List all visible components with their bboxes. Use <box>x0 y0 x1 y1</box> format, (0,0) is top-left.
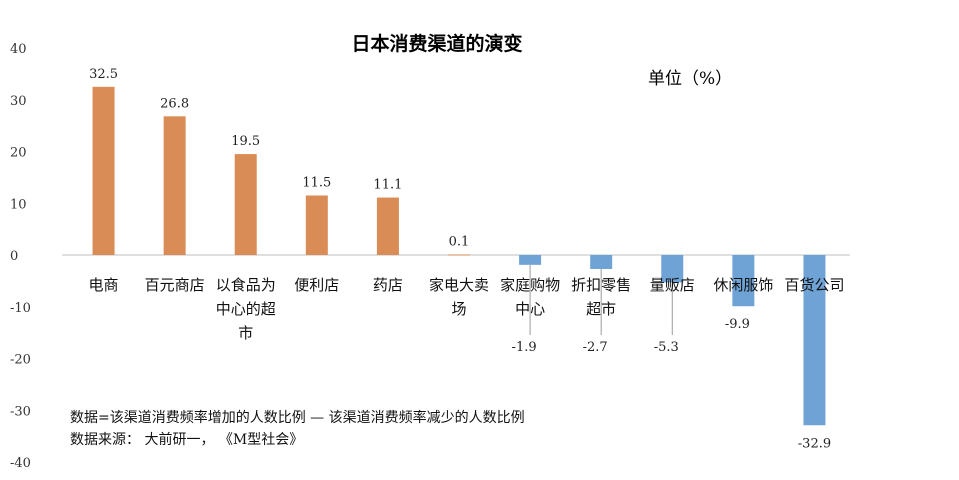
bar <box>448 254 470 256</box>
category-label: 百元商店 <box>145 276 205 294</box>
category-label: 市 <box>238 324 253 342</box>
bar <box>305 195 328 255</box>
value-label: -9.9 <box>725 317 750 332</box>
value-label: 32.5 <box>89 67 118 82</box>
value-label: -2.7 <box>583 340 608 355</box>
y-tick-label: 20 <box>10 146 27 161</box>
unit-label: 单位（%） <box>648 69 732 89</box>
note-source: 数据来源： 大前研一， 《M型社会》 <box>70 431 303 448</box>
y-tick-label: 0 <box>10 249 18 264</box>
category-label: 电商 <box>89 276 119 294</box>
category-label: 量贩店 <box>650 276 695 294</box>
bar <box>163 116 186 255</box>
bar <box>732 255 755 307</box>
bar <box>803 255 826 426</box>
value-labels: 32.5 26.8 19.5 11.5 11.1 0.1 -1.9 -2.7 -5.3 -9.9 -… <box>89 67 831 451</box>
y-tick-label: 40 <box>10 42 27 57</box>
bars <box>92 86 826 426</box>
value-label: -32.9 <box>798 436 831 451</box>
bar <box>519 255 542 265</box>
category-label: 药店 <box>373 276 403 294</box>
bar <box>376 197 399 255</box>
y-tick-label: -30 <box>10 404 31 419</box>
value-label: 11.1 <box>373 178 402 193</box>
y-axis-ticks: -40 -30 -20 -10 0 10 20 30 40 <box>10 42 31 471</box>
category-label: 家电大卖 <box>429 276 489 294</box>
value-label: 0.1 <box>449 234 470 249</box>
bar <box>590 255 613 269</box>
category-label: 百货公司 <box>784 276 844 294</box>
bar <box>92 86 115 255</box>
y-tick-label: -20 <box>10 353 31 368</box>
category-label: 中心 <box>515 300 545 318</box>
category-label: 家庭购物 <box>500 276 560 294</box>
category-label: 折扣零售 <box>571 276 631 294</box>
y-tick-label: -10 <box>10 301 31 316</box>
category-label: 便利店 <box>294 276 339 294</box>
chart-title: 日本消费渠道的演变 <box>351 32 522 55</box>
value-label: 11.5 <box>302 175 331 190</box>
category-label: 中心的超 <box>216 300 276 318</box>
value-label: 19.5 <box>231 134 260 149</box>
value-label: -1.9 <box>512 340 537 355</box>
category-label: 休闲服饰 <box>713 276 773 294</box>
category-label: 超市 <box>586 300 616 318</box>
bar <box>661 255 684 283</box>
value-label: -5.3 <box>654 340 679 355</box>
y-tick-label: -40 <box>10 456 31 471</box>
value-label: 26.8 <box>160 96 189 111</box>
category-label: 以食品为 <box>216 276 276 294</box>
label-leader-lines <box>529 264 673 335</box>
y-tick-label: 10 <box>10 197 27 212</box>
note-formula: 数据=该渠道消费频率增加的人数比例 — 该渠道消费频率减少的人数比例 <box>70 409 525 426</box>
category-label: 场 <box>451 300 466 318</box>
bar <box>234 154 257 255</box>
y-tick-label: 30 <box>10 94 27 109</box>
